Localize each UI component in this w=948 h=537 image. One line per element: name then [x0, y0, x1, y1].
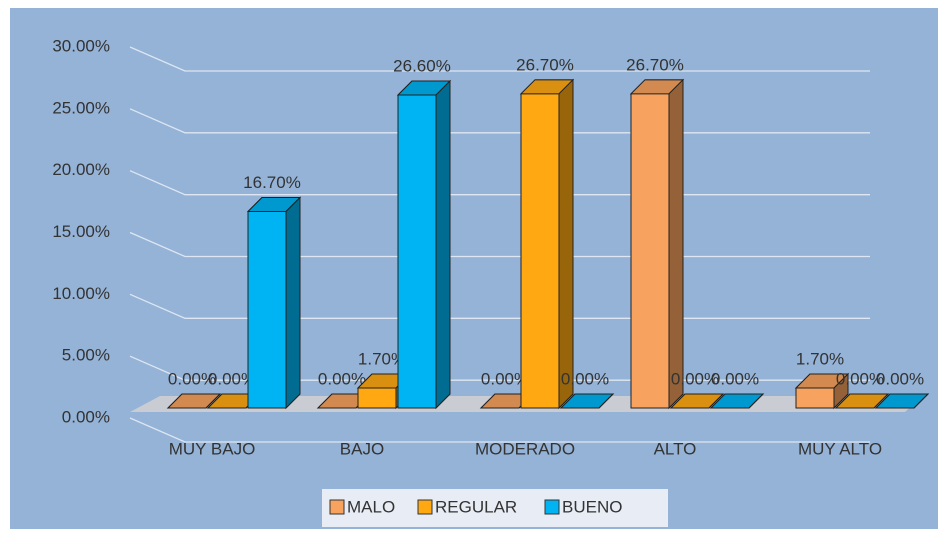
bar-side	[668, 78, 684, 410]
bar-side	[833, 372, 849, 410]
data-label: 0.00%	[318, 369, 366, 388]
data-label: 0.00%	[208, 369, 256, 388]
data-label: 0.00%	[711, 369, 759, 388]
bar-side	[435, 79, 451, 410]
data-label: 26.60%	[393, 56, 451, 75]
data-label: 1.70%	[358, 349, 406, 368]
data-label: 26.70%	[626, 55, 684, 74]
data-label: 0.00%	[876, 369, 924, 388]
bar-side	[913, 393, 929, 409]
data-label: 0.00%	[836, 369, 884, 388]
data-label: 0.00%	[561, 369, 609, 388]
bar-side	[205, 393, 221, 409]
x-tick-label: MUY ALTO	[798, 439, 882, 458]
x-tick-label: MODERADO	[475, 439, 575, 458]
y-tick-label: 30.00%	[52, 36, 110, 55]
legend-box	[322, 489, 668, 527]
grid-line	[129, 417, 870, 443]
y-tick-label: 15.00%	[52, 222, 110, 241]
y-tick-label: 25.00%	[52, 98, 110, 117]
bar-side	[285, 196, 301, 410]
bar-side	[873, 393, 889, 409]
data-label: 26.70%	[516, 55, 574, 74]
legend-swatch	[417, 499, 433, 515]
x-tick-label: ALTO	[654, 439, 697, 458]
x-tick-label: BAJO	[340, 439, 384, 458]
data-label: 0.00%	[481, 369, 529, 388]
x-tick-label: MUY BAJO	[169, 439, 256, 458]
bar-side	[598, 393, 614, 409]
y-tick-label: 0.00%	[62, 407, 110, 426]
data-label: 0.00%	[168, 369, 216, 388]
legend-swatch	[329, 499, 345, 515]
grid-line	[129, 46, 870, 72]
legend-swatch	[544, 499, 560, 515]
bar-side	[708, 393, 724, 409]
y-tick-label: 5.00%	[62, 346, 110, 365]
legend-label: BUENO	[562, 497, 622, 516]
data-label: 1.70%	[796, 349, 844, 368]
bar-side	[558, 78, 574, 410]
y-tick-label: 20.00%	[52, 160, 110, 179]
bar-side	[748, 393, 764, 409]
legend-label: MALO	[347, 497, 395, 516]
y-tick-label: 10.00%	[52, 284, 110, 303]
data-label: 16.70%	[243, 173, 301, 192]
legend-label: REGULAR	[435, 497, 517, 516]
data-label: 0.00%	[671, 369, 719, 388]
